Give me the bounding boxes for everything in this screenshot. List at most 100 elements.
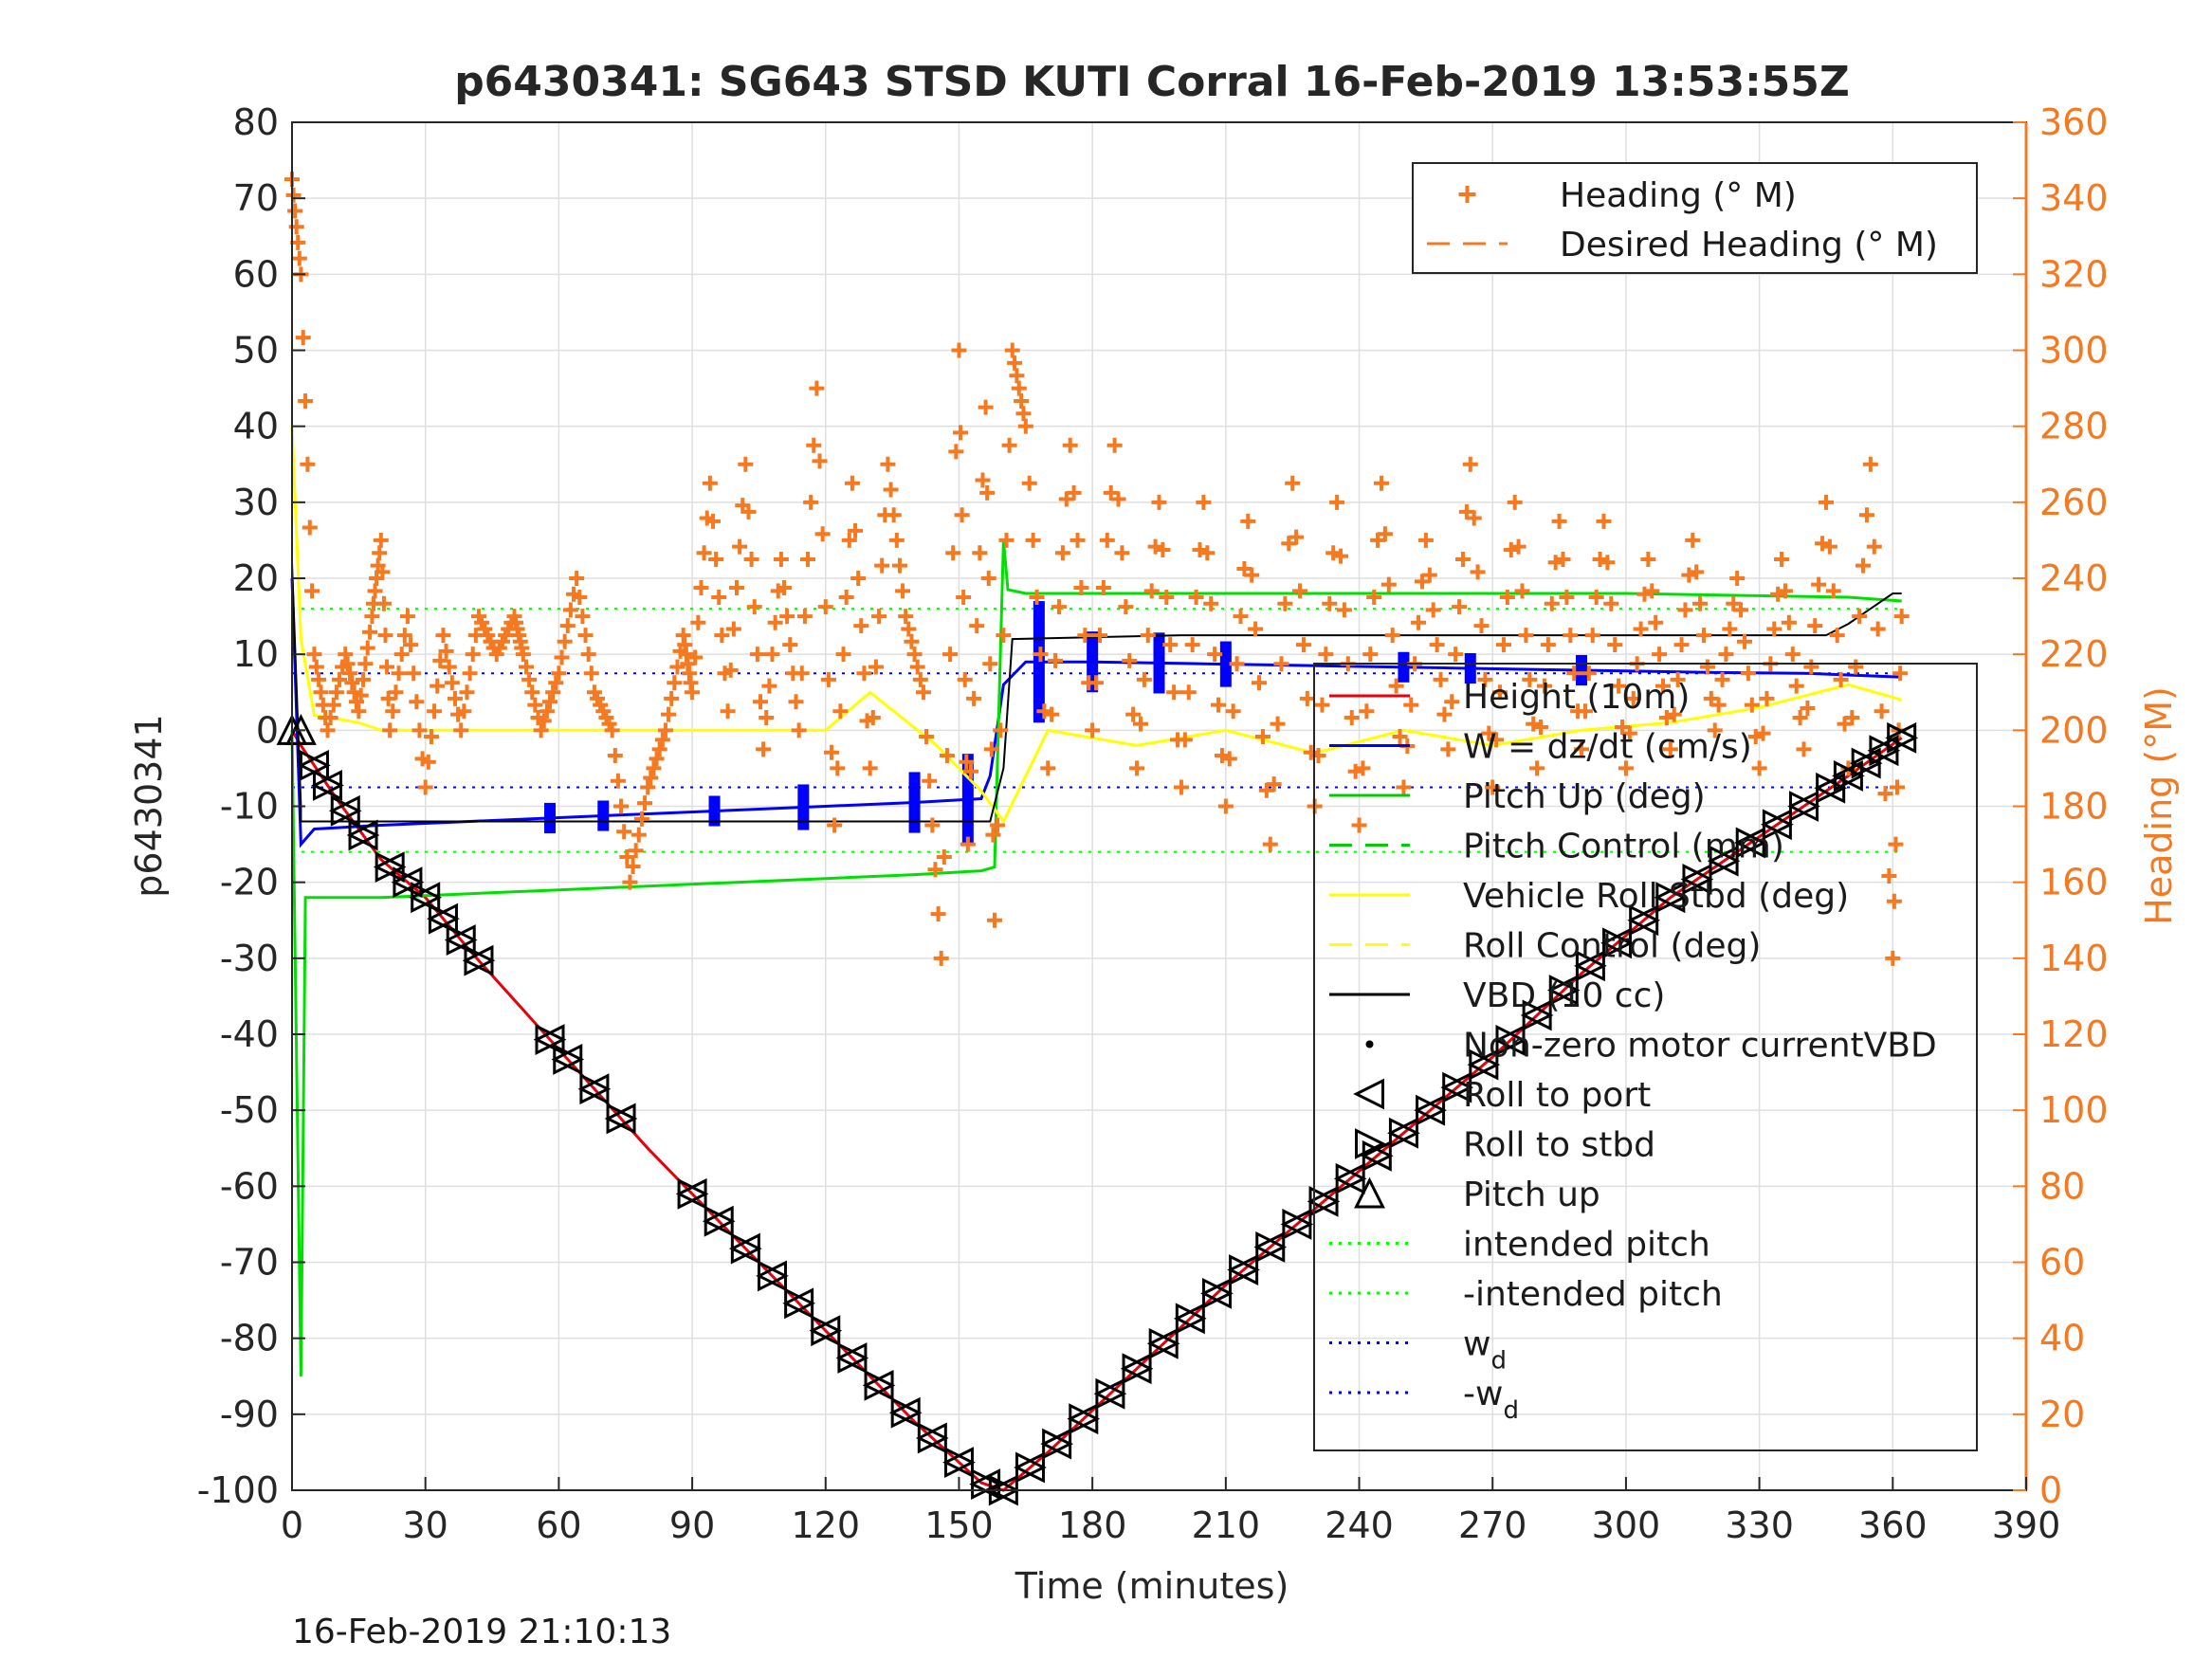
heading-point	[1318, 647, 1334, 663]
y-tick-label: -20	[220, 862, 279, 903]
footer-timestamp: 16-Feb-2019 21:10:13	[292, 1613, 671, 1651]
heading-point	[438, 643, 454, 659]
y-tick-label: -80	[220, 1318, 279, 1359]
w-oscillation-burst	[597, 800, 610, 831]
heading-point	[1877, 786, 1893, 802]
heading-point	[746, 599, 762, 615]
main-legend-label-text: Roll to stbd	[1463, 1126, 1655, 1165]
heading-point	[1411, 614, 1427, 630]
y-tick-label: -70	[220, 1242, 279, 1284]
roll-to-stbd-marker	[1655, 882, 1688, 914]
heading-point	[909, 659, 925, 675]
heading-point	[1858, 507, 1874, 523]
heading-point	[1029, 590, 1045, 606]
heading-point	[1355, 760, 1371, 776]
main-legend-label: Vehicle Roll Stbd (deg)	[1463, 877, 1849, 916]
heading-point	[939, 748, 955, 764]
heading-point	[1091, 628, 1107, 644]
heading-point	[1244, 567, 1260, 583]
heading-point	[865, 709, 881, 725]
heading-point	[1821, 538, 1837, 555]
heading-point	[393, 647, 410, 663]
roll-to-stbd-marker	[1148, 1327, 1180, 1359]
y-tick-label: -60	[220, 1165, 279, 1207]
heading-point	[1159, 590, 1175, 606]
heading-point	[888, 532, 905, 548]
heading-point	[406, 665, 422, 682]
heading-point	[367, 583, 383, 599]
roll-to-stbd-marker	[837, 1342, 869, 1374]
main-legend-label-text: Height (10m)	[1463, 678, 1690, 717]
heading-point	[1014, 392, 1030, 409]
heading-point	[382, 722, 398, 738]
heading-point	[1699, 659, 1715, 675]
heading-point	[788, 694, 804, 710]
main-legend-label-text: Pitch Control (mm)	[1463, 828, 1784, 866]
x-tick-label: 60	[536, 1504, 581, 1546]
heading-point	[743, 551, 759, 567]
heading-point	[1240, 513, 1256, 529]
w-oscillation-burst	[1576, 654, 1588, 686]
main-legend-label: W = dz/dt (cm/s)	[1463, 728, 1752, 767]
heading-point	[895, 583, 911, 599]
heading-point	[339, 656, 356, 672]
heading-point	[880, 456, 896, 472]
heading-point	[1559, 590, 1575, 606]
heading-point	[521, 671, 538, 687]
heading-point	[1262, 836, 1278, 852]
x-tick-label: 210	[1192, 1504, 1261, 1546]
heading-point	[853, 618, 869, 634]
main-legend-label-text: Roll to port	[1463, 1076, 1651, 1115]
heading-point	[432, 652, 448, 668]
y-right-tick-label: 240	[2039, 557, 2109, 599]
heading-point	[1033, 647, 1049, 663]
heading-point	[1544, 595, 1560, 611]
heading-point	[957, 671, 973, 687]
heading-point	[1689, 564, 1705, 580]
roll-to-stbd-marker	[1851, 747, 1883, 779]
roll-to-stbd-marker	[393, 866, 425, 899]
heading-point	[824, 744, 840, 760]
heading-point	[711, 590, 727, 606]
heading-point	[817, 599, 833, 615]
heading-point	[906, 647, 923, 663]
heading-point	[430, 678, 446, 694]
heading-point	[886, 507, 902, 523]
main-legend-label: wd	[1463, 1325, 1507, 1376]
heading-point	[536, 713, 552, 729]
heading-point	[372, 545, 388, 561]
heading-point	[572, 590, 588, 606]
heading-point	[1299, 690, 1315, 706]
heading-point	[619, 848, 635, 865]
heading-point	[542, 694, 558, 710]
heading-point	[871, 609, 887, 625]
heading-point	[646, 760, 662, 776]
heading-point	[1184, 637, 1200, 653]
roll-to-stbd-marker	[464, 944, 496, 976]
heading-point	[1477, 671, 1493, 687]
heading-point	[1577, 703, 1593, 720]
y-right-tick-label: 100	[2039, 1089, 2109, 1131]
y-tick-label: 50	[233, 330, 279, 372]
heading-point	[1436, 706, 1453, 722]
heading-point	[1788, 678, 1804, 694]
y-right-tick-label: 180	[2039, 786, 2109, 828]
heading-point	[848, 522, 864, 538]
heading-point	[1099, 532, 1115, 548]
heading-point	[409, 694, 425, 710]
roll-to-stbd-marker	[1548, 975, 1581, 1006]
main-legend-label-text: Roll Control (deg)	[1463, 927, 1761, 966]
heading-point	[1403, 697, 1419, 713]
heading-point	[353, 687, 369, 703]
heading-point	[1685, 532, 1701, 548]
heading-point	[610, 773, 626, 789]
y-right-tick-label: 80	[2039, 1165, 2085, 1207]
main-legend-label: intended pitch	[1463, 1226, 1710, 1265]
heading-point	[285, 187, 302, 203]
heading-point	[756, 741, 772, 757]
heading-point	[351, 703, 367, 720]
roll-to-stbd-marker	[1229, 1254, 1260, 1285]
heading-point	[1890, 779, 1905, 795]
heading-point	[1466, 510, 1482, 526]
